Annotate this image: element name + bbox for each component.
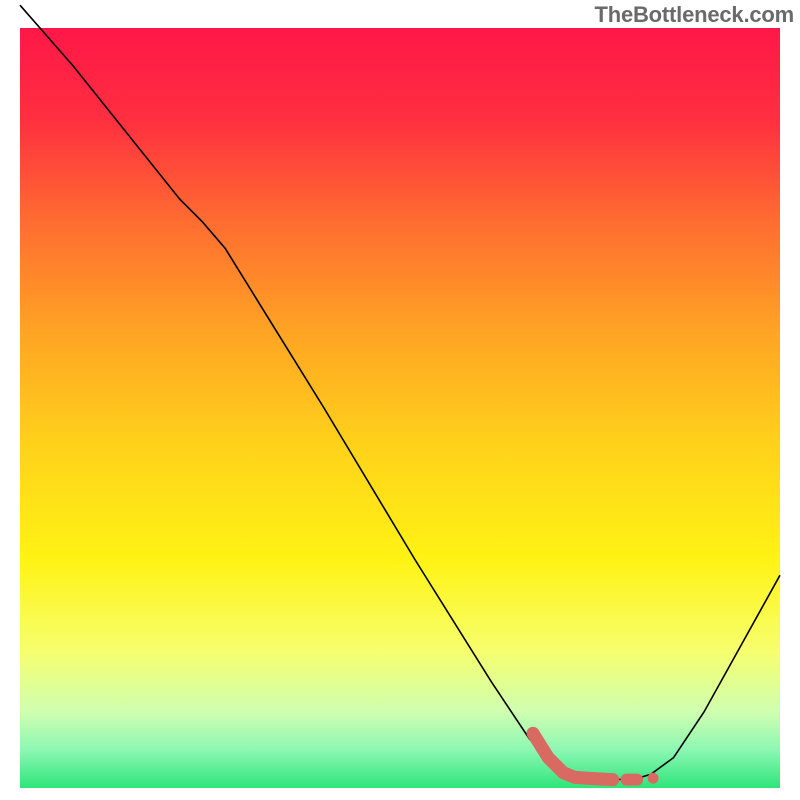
- marker-trail-dot: [648, 773, 659, 784]
- chart-container: TheBottleneck.com: [0, 0, 800, 800]
- chart-svg: [0, 0, 800, 800]
